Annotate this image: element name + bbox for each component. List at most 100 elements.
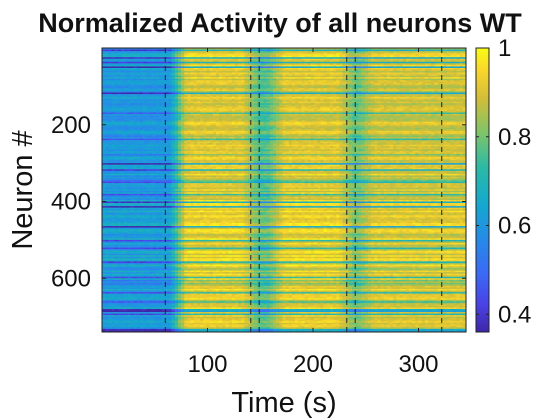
heatmap-cell bbox=[393, 78, 397, 81]
heatmap-cell bbox=[434, 100, 438, 103]
heatmap-cell bbox=[203, 74, 207, 76]
heatmap-cell bbox=[206, 63, 210, 66]
heatmap-cell bbox=[447, 71, 451, 73]
heatmap-cell bbox=[412, 55, 416, 58]
heatmap-cell bbox=[111, 52, 115, 55]
heatmap-cell bbox=[177, 71, 182, 73]
heatmap-cell bbox=[393, 95, 397, 98]
heatmap-cell bbox=[244, 90, 248, 93]
heatmap-cell bbox=[415, 57, 419, 60]
heatmap-cell bbox=[215, 84, 220, 87]
heatmap-cell bbox=[238, 81, 242, 84]
heatmap-cell bbox=[377, 61, 381, 64]
heatmap-cell bbox=[165, 57, 169, 60]
heatmap-cell bbox=[105, 97, 109, 99]
heatmap-cell bbox=[162, 54, 166, 56]
heatmap-cell bbox=[203, 52, 207, 55]
heatmap-cell bbox=[146, 94, 150, 96]
heatmap-cell bbox=[295, 58, 299, 61]
heatmap-cell bbox=[459, 71, 464, 73]
heatmap-cell bbox=[320, 64, 324, 67]
heatmap-cell bbox=[136, 69, 141, 72]
heatmap-cell bbox=[272, 52, 277, 55]
heatmap-cell bbox=[462, 83, 467, 86]
heatmap-cell bbox=[149, 83, 153, 86]
heatmap-cell bbox=[424, 57, 429, 60]
heatmap-cell bbox=[247, 51, 252, 53]
heatmap-cell bbox=[447, 58, 451, 61]
heatmap-cell bbox=[348, 94, 353, 96]
heatmap-cell bbox=[456, 83, 460, 86]
heatmap-cell bbox=[314, 54, 318, 56]
heatmap-cell bbox=[456, 57, 460, 60]
heatmap-cell bbox=[108, 58, 112, 61]
heatmap-cell bbox=[168, 48, 172, 50]
heatmap-cell bbox=[279, 83, 283, 86]
heatmap-cell bbox=[399, 51, 403, 53]
heatmap-cell bbox=[459, 87, 464, 90]
heatmap-cell bbox=[314, 64, 318, 67]
heatmap-cell bbox=[307, 75, 312, 78]
heatmap-cell bbox=[250, 49, 255, 52]
heatmap-cell bbox=[386, 84, 391, 87]
heatmap-cell bbox=[193, 61, 198, 64]
heatmap-cell bbox=[120, 97, 125, 99]
heatmap-cell bbox=[323, 94, 328, 96]
heatmap-cell bbox=[209, 89, 214, 92]
heatmap-cell bbox=[304, 74, 309, 76]
heatmap-cell bbox=[418, 72, 422, 75]
heatmap-cell bbox=[133, 86, 138, 89]
heatmap-cell bbox=[133, 101, 138, 104]
heatmap-cell bbox=[260, 52, 264, 55]
heatmap-cell bbox=[418, 87, 422, 90]
heatmap-cell bbox=[345, 74, 350, 76]
heatmap-cell bbox=[117, 100, 122, 103]
heatmap-cell bbox=[155, 72, 160, 75]
heatmap-cell bbox=[146, 92, 150, 95]
heatmap-cell bbox=[301, 52, 305, 55]
heatmap-cell bbox=[272, 60, 277, 63]
heatmap-cell bbox=[295, 95, 299, 98]
heatmap-cell bbox=[152, 101, 157, 104]
heatmap-cell bbox=[307, 80, 312, 83]
heatmap-cell bbox=[399, 63, 403, 66]
heatmap-cell bbox=[168, 89, 172, 92]
heatmap-cell bbox=[234, 77, 239, 80]
heatmap-cell bbox=[158, 100, 163, 103]
heatmap-cell bbox=[139, 51, 144, 53]
heatmap-cell bbox=[257, 97, 261, 99]
heatmap-cell bbox=[396, 89, 400, 92]
heatmap-cell bbox=[177, 81, 182, 84]
heatmap-cell bbox=[219, 98, 223, 101]
heatmap-cell bbox=[215, 55, 220, 58]
heatmap-cell bbox=[158, 55, 163, 58]
heatmap-cell bbox=[279, 78, 283, 81]
heatmap-cell bbox=[393, 60, 397, 63]
heatmap-cell bbox=[437, 49, 441, 52]
heatmap-cell bbox=[412, 89, 416, 92]
heatmap-cell bbox=[143, 95, 147, 98]
heatmap-cell bbox=[405, 52, 410, 55]
heatmap-cell bbox=[323, 69, 328, 72]
heatmap-cell bbox=[393, 89, 397, 92]
heatmap-cell bbox=[355, 49, 359, 52]
heatmap-cell bbox=[133, 97, 138, 99]
heatmap-cell bbox=[187, 77, 191, 80]
heatmap-cell bbox=[333, 75, 337, 78]
heatmap-cell bbox=[443, 92, 448, 95]
heatmap-cell bbox=[295, 78, 299, 81]
heatmap-cell bbox=[162, 78, 166, 81]
heatmap-cell bbox=[437, 67, 441, 70]
heatmap-cell bbox=[149, 74, 153, 76]
heatmap-cell bbox=[304, 83, 309, 86]
heatmap-cell bbox=[143, 63, 147, 66]
heatmap-cell bbox=[272, 101, 277, 104]
heatmap-cell bbox=[459, 63, 464, 66]
heatmap-cell bbox=[120, 57, 125, 60]
heatmap-cell bbox=[146, 81, 150, 84]
heatmap-cell bbox=[399, 60, 403, 63]
heatmap-cell bbox=[348, 54, 353, 56]
heatmap-cell bbox=[361, 90, 366, 93]
heatmap-cell bbox=[447, 67, 451, 70]
heatmap-cell bbox=[124, 95, 128, 98]
